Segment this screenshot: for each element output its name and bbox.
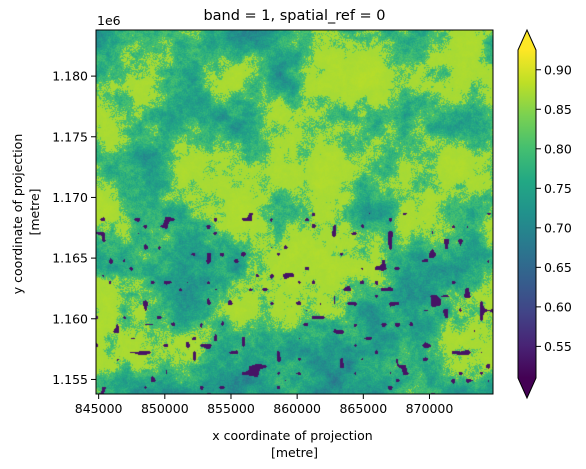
y-tick-label: 1.175: [52, 129, 88, 144]
colorbar-tick-label: 0.55: [544, 339, 572, 354]
y-tick-label: 1.180: [52, 69, 88, 84]
colorbar-ticks: 0.55 0.60 0.65 0.70 0.75 0.80 0.85 0.90: [536, 62, 572, 354]
y-tick-label: 1.160: [52, 311, 88, 326]
x-tick-label: 870000: [406, 401, 454, 416]
colorbar-tick-label: 0.80: [544, 141, 572, 156]
plot-frame: [95, 29, 494, 395]
colorbar-tick-label: 0.90: [544, 62, 572, 77]
colorbar-extend-min: [518, 378, 536, 398]
x-tick-label: 865000: [339, 401, 387, 416]
colorbar-outline: [517, 28, 537, 400]
heatmap-image: [96, 30, 493, 394]
x-axis-label: x coordinate of projection [metre]: [212, 428, 376, 460]
chart-title: band = 1, spatial_ref = 0: [203, 8, 385, 24]
colorbar-extend-max: [518, 30, 536, 50]
x-axis-label-line-2: [metre]: [271, 445, 318, 460]
y-axis: 1.155 1.160 1.165 1.170 1.175 1.180: [52, 69, 96, 387]
y-axis-label: y coordinate of projection [metre]: [10, 130, 42, 294]
x-tick-label: 845000: [75, 401, 123, 416]
colorbar-gradient: [518, 50, 536, 378]
colorbar-tick-label: 0.60: [544, 299, 572, 314]
colorbar-tick-label: 0.70: [544, 220, 572, 235]
x-tick-label: 850000: [141, 401, 189, 416]
y-axis-label-line-1: y coordinate of projection: [10, 134, 25, 294]
y-axis-label-line-2: [metre]: [27, 188, 42, 235]
y-tick-label: 1.165: [52, 251, 88, 266]
x-axis-label-line-1: x coordinate of projection: [212, 428, 372, 443]
colorbar: 0.55 0.60 0.65 0.70 0.75 0.80 0.85 0.90: [517, 28, 572, 400]
y-tick-label: 1.170: [52, 190, 88, 205]
colorbar-tick-label: 0.85: [544, 102, 572, 117]
x-tick-label: 855000: [207, 401, 255, 416]
y-offset-label: 1e6: [97, 13, 121, 28]
x-tick-label: 860000: [273, 401, 321, 416]
y-tick-label: 1.155: [52, 372, 88, 387]
x-axis: 845000 850000 855000 860000 865000 870000: [75, 394, 454, 416]
colorbar-tick-label: 0.75: [544, 181, 572, 196]
colorbar-tick-label: 0.65: [544, 260, 572, 275]
